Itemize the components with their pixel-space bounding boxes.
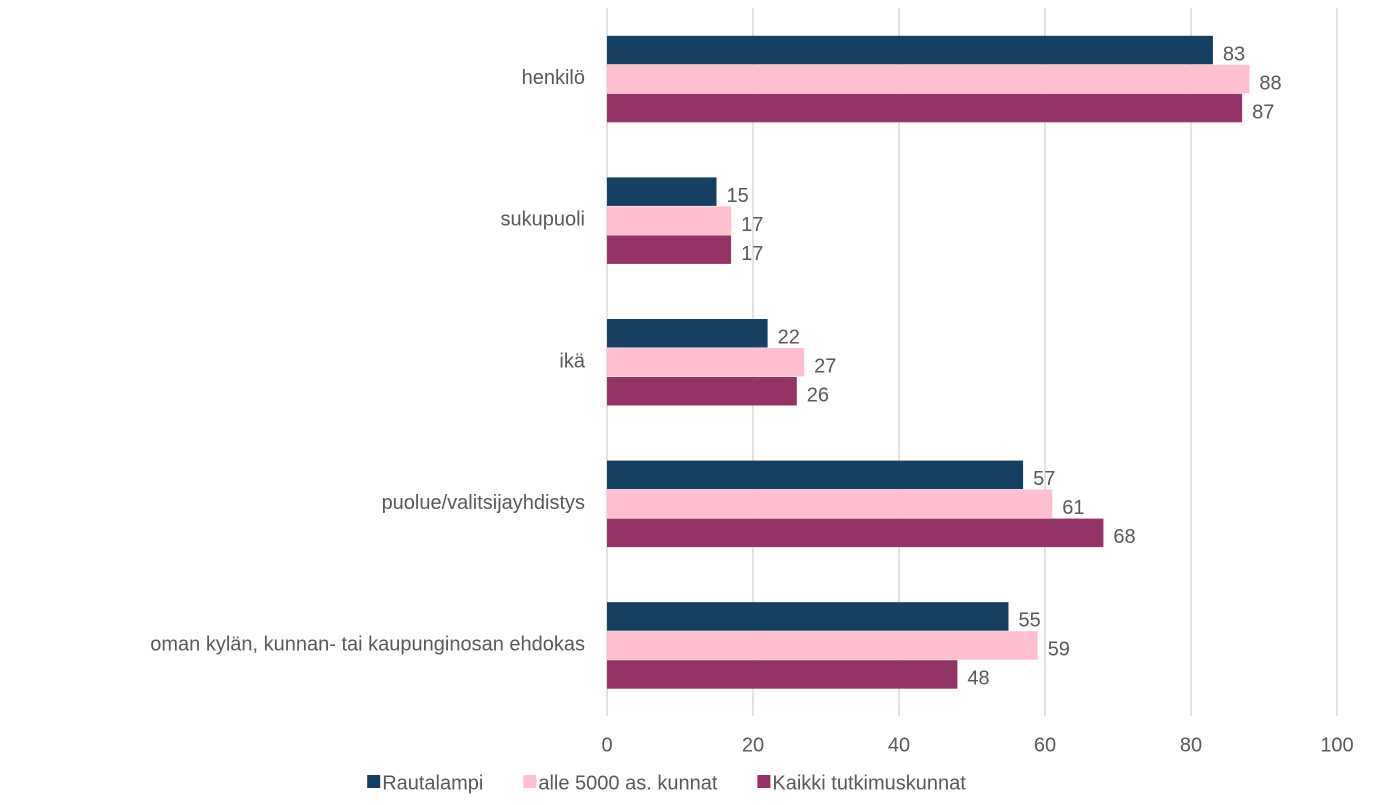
y-tick-label: oman kylän, kunnan- tai kaupunginosan eh…: [150, 633, 585, 655]
data-label: 57: [1033, 468, 1055, 490]
data-label: 68: [1113, 526, 1135, 548]
data-label: 17: [741, 214, 763, 236]
y-tick-label: ikä: [559, 350, 585, 372]
legend-swatch: [367, 775, 381, 788]
bar: [607, 660, 958, 689]
x-tick-label: 100: [1320, 734, 1353, 756]
bar: [607, 602, 1009, 631]
bar: [607, 460, 1024, 490]
data-label: 61: [1062, 497, 1084, 519]
bar: [607, 206, 732, 235]
y-tick-label: sukupuoli: [500, 209, 585, 231]
legend-label: alle 5000 as. kunnat: [538, 772, 717, 794]
bar: [607, 518, 1104, 548]
x-tick-label: 20: [742, 734, 764, 756]
y-tick-label: puolue/valitsijayhdistys: [382, 492, 585, 514]
data-label: 15: [727, 185, 749, 207]
data-label: 87: [1252, 101, 1274, 123]
x-tick-label: 0: [601, 734, 612, 756]
data-label: 83: [1223, 43, 1245, 65]
bar: [607, 631, 1038, 660]
bar: [607, 319, 768, 348]
data-label: 48: [967, 668, 989, 690]
bar: [607, 489, 1053, 519]
y-tick-label: henkilö: [522, 67, 585, 89]
bar: [607, 93, 1243, 123]
bar: [607, 64, 1250, 94]
x-tick-label: 40: [888, 734, 910, 756]
data-label: 17: [741, 243, 763, 265]
data-label: 59: [1048, 639, 1070, 661]
legend-label: Rautalampi: [382, 772, 483, 794]
bar: [607, 177, 717, 206]
data-label: 22: [778, 327, 800, 349]
bar: [607, 35, 1213, 65]
data-label: 88: [1259, 72, 1281, 94]
bar: [607, 348, 805, 377]
x-tick-label: 80: [1180, 734, 1202, 756]
legend-swatch: [757, 775, 771, 788]
legend-swatch: [523, 775, 537, 788]
bar: [607, 235, 732, 264]
x-tick-label: 60: [1034, 734, 1056, 756]
legend-label: Kaikki tutkimuskunnat: [772, 772, 966, 794]
data-label: 26: [807, 385, 829, 407]
bar: [607, 377, 797, 406]
data-label: 55: [1019, 610, 1041, 632]
data-label: 27: [814, 356, 836, 378]
